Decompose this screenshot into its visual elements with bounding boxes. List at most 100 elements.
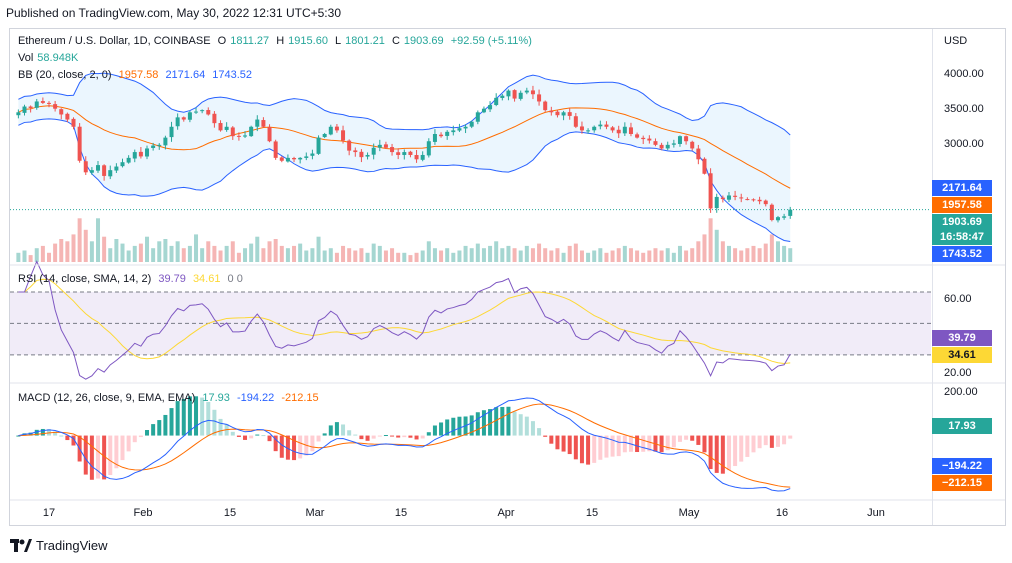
volume-bar xyxy=(481,248,486,262)
volume-bar xyxy=(40,245,45,262)
vol-value: 58.948K xyxy=(37,52,79,64)
macd-hist-bar xyxy=(426,432,431,436)
candle-body xyxy=(83,161,88,173)
candle-body xyxy=(206,110,211,115)
macd-hist-bar xyxy=(206,401,211,436)
volume-bar xyxy=(187,245,192,262)
macd-hist-bar xyxy=(592,435,597,463)
candle-body xyxy=(714,196,719,209)
macd-hist-bar xyxy=(720,435,725,474)
candle-body xyxy=(782,216,787,218)
x-tick-15-feb: 15 xyxy=(223,507,237,519)
macd-hist-bar xyxy=(524,416,529,436)
candle-body xyxy=(622,126,627,134)
candle-body xyxy=(628,127,633,134)
candle-body xyxy=(236,135,241,137)
volume-bar xyxy=(561,252,566,262)
candle-body xyxy=(635,134,640,138)
vol-label: Vol xyxy=(18,52,34,64)
volume-bar xyxy=(592,250,597,262)
volume-bar xyxy=(769,234,774,262)
volume-bar xyxy=(383,250,388,262)
volume-bar xyxy=(59,239,64,262)
candle-body xyxy=(163,137,168,146)
volume-bar xyxy=(598,248,603,262)
macd-hist-bar xyxy=(298,435,303,459)
volume-bar xyxy=(47,252,51,262)
candle-body xyxy=(475,112,480,122)
macd-hist-bar xyxy=(702,435,707,453)
macd-hist-bar xyxy=(439,422,444,436)
candle-body xyxy=(273,141,278,158)
candle-body xyxy=(598,124,603,127)
macd-hist-bar xyxy=(543,435,548,437)
macd-hist-value: 17.93 xyxy=(202,392,230,404)
volume-bar xyxy=(488,245,493,262)
bb-upper-value: 2171.64 xyxy=(165,69,206,81)
macd-hist-bar xyxy=(187,396,192,436)
candle-body xyxy=(408,151,413,155)
macd-hist-bar xyxy=(285,435,290,460)
macd-hist-bar xyxy=(610,435,615,457)
candle-body xyxy=(500,95,505,98)
price-tick-3000: 3000.00 xyxy=(944,138,984,150)
candle-body xyxy=(65,113,70,120)
volume-bar xyxy=(341,245,346,262)
candle-body xyxy=(530,90,535,95)
macd-hist-bar xyxy=(469,415,474,436)
candle-body xyxy=(647,138,652,141)
candle-body xyxy=(298,157,303,160)
candle-body xyxy=(108,170,113,177)
volume-bar xyxy=(255,236,260,262)
volume-bar xyxy=(175,241,180,262)
volume-bar xyxy=(279,245,284,262)
macd-hist-bar xyxy=(328,425,333,436)
candle-body xyxy=(573,116,578,127)
candle-body xyxy=(365,154,370,157)
volume-bar xyxy=(206,241,211,262)
macd-hist-bar xyxy=(671,435,676,448)
macd-hist-bar xyxy=(279,435,284,458)
macd-hist-bar xyxy=(635,435,640,453)
volume-bar xyxy=(292,245,297,262)
volume-bar xyxy=(537,243,542,262)
candle-body xyxy=(659,144,664,149)
candle-body xyxy=(377,144,382,148)
macd-hist-bar xyxy=(402,435,407,438)
macd-hist-bar xyxy=(200,397,205,436)
candle-body xyxy=(40,101,45,103)
candle-body xyxy=(218,123,223,131)
macd-hist-bar xyxy=(347,430,352,436)
macd-hist-bar xyxy=(365,435,370,441)
tradingview-logo-text: TradingView xyxy=(36,538,108,553)
volume-bar xyxy=(304,250,309,262)
tradingview-logo[interactable]: TradingView xyxy=(10,538,108,553)
candle-body xyxy=(708,173,713,209)
macd-hist-bar xyxy=(65,435,70,441)
macd-hist-badge: 17.93 xyxy=(932,418,992,434)
x-tick-15-apr: 15 xyxy=(585,507,599,519)
macd-header: MACD (12, 26, close, 9, EMA, EMA) 17.93 … xyxy=(18,392,323,404)
candle-body xyxy=(757,199,762,202)
rsi-sma-value: 34.61 xyxy=(192,273,221,285)
macd-hist-bar xyxy=(506,406,511,436)
macd-hist-bar xyxy=(316,435,321,442)
macd-hist-bar xyxy=(788,435,793,439)
volume-bar xyxy=(518,250,523,262)
price-tick-3500: 3500.00 xyxy=(944,103,984,115)
volume-bar xyxy=(390,248,395,262)
volume-bar xyxy=(138,243,143,262)
volume-bar xyxy=(285,248,290,262)
volume-bar xyxy=(696,241,701,262)
macd-hist-bar xyxy=(261,435,266,437)
volume-bar xyxy=(28,255,33,262)
rsi-line xyxy=(18,260,791,380)
volume-bar xyxy=(71,234,76,262)
macd-hist-bar xyxy=(567,435,572,455)
macd-hist-bar xyxy=(530,421,535,436)
macd-signal-line xyxy=(18,403,791,488)
volume-bar xyxy=(181,248,186,262)
candle-body xyxy=(414,155,419,160)
candle-body xyxy=(592,126,597,131)
